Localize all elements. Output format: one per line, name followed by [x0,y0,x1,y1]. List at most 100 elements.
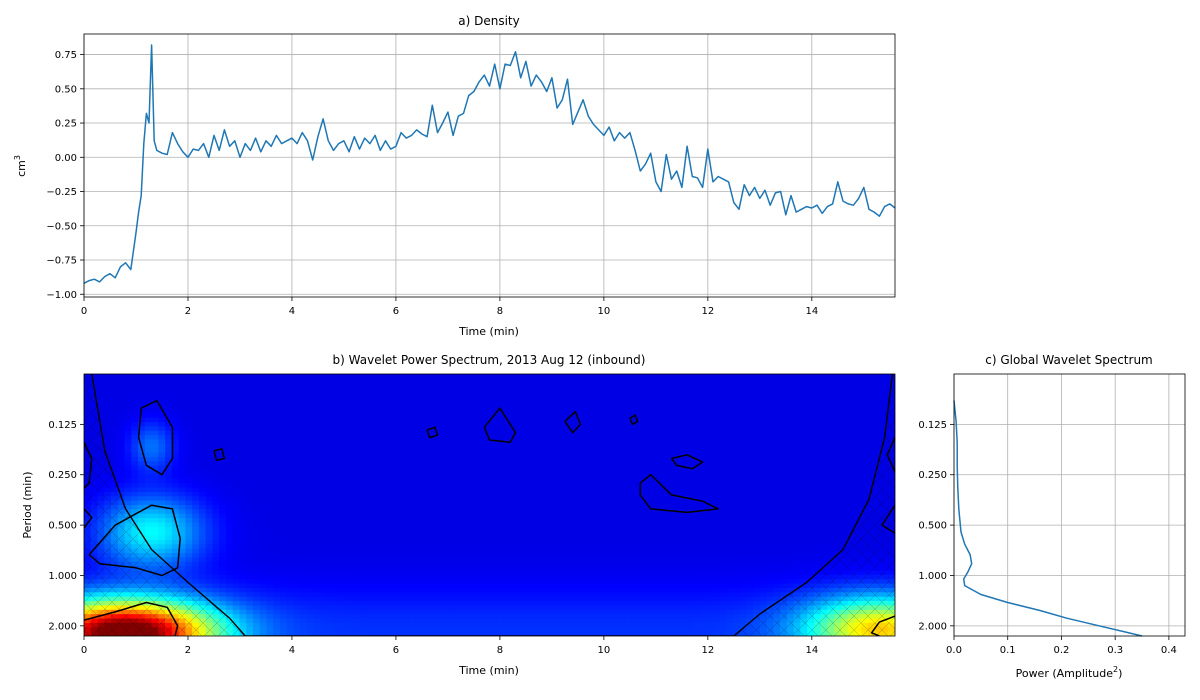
heatmap-cell [732,483,741,489]
heatmap-cell [746,417,754,423]
heatmap-cell [813,448,822,454]
heatmap-cell [300,509,308,515]
heatmap-cell [307,491,315,497]
heatmap-cell [165,456,173,462]
heatmap-cell [503,430,511,436]
heatmap-cell [631,456,639,462]
heatmap-cell [198,456,207,462]
heatmap-cell [739,465,747,471]
heatmap-cell [408,544,416,550]
heatmap-cell [205,500,214,506]
heatmap-cell [597,548,605,554]
heatmap-cell [516,548,524,554]
heatmap-cell [739,509,747,515]
heatmap-cell [773,430,781,436]
heatmap-cell [252,404,261,410]
heatmap-cell [415,491,423,497]
heatmap-cell [813,395,822,401]
heatmap-cell [158,531,166,537]
heatmap-cell [246,435,254,441]
heatmap-cell [144,387,153,393]
heatmap-cell [489,487,497,493]
heatmap-cell [354,522,362,528]
heatmap-cell [198,426,207,432]
heatmap-cell [604,417,612,423]
heatmap-cell [327,387,335,393]
heatmap-cell [867,391,876,397]
heatmap-cell [111,452,119,458]
heatmap-cell [394,526,403,532]
heatmap-cell [780,448,788,454]
heatmap-cell [354,426,362,432]
heatmap-cell [820,374,829,379]
heatmap-cell [273,509,281,515]
heatmap-cell [482,548,491,554]
heatmap-cell [800,531,808,537]
heatmap-cell [854,426,862,432]
heatmap-cell [300,408,308,414]
heatmap-cell [773,400,781,406]
heatmap-cell [726,544,734,550]
heatmap-cell [482,500,491,506]
heatmap-cell [807,430,815,436]
heatmap-cell [489,539,497,545]
heatmap-cell [597,483,605,489]
heatmap-cell [753,387,761,393]
heatmap-cell [401,443,409,449]
heatmap-cell [320,426,328,432]
heatmap-cell [374,548,382,554]
heatmap-cell [158,448,166,454]
heatmap-cell [732,487,741,493]
heatmap-cell [354,378,362,384]
heatmap-cell [496,483,504,489]
heatmap-cell [611,439,619,445]
heatmap-cell [746,426,754,432]
heatmap-cell [678,526,687,532]
heatmap-cell [232,522,241,528]
heatmap-cell [455,408,464,414]
heatmap-cell [442,496,450,502]
heatmap-cell [219,417,227,423]
heatmap-cell [469,509,477,515]
heatmap-cell [367,430,376,436]
heatmap-cell [503,400,511,406]
heatmap-cell [192,456,200,462]
heatmap-cell [198,548,207,554]
heatmap-cell [388,465,396,471]
heatmap-cell [503,404,511,410]
heatmap-cell [611,544,619,550]
heatmap-cell [232,500,241,506]
heatmap-cell [401,513,409,519]
heatmap-cell [503,395,511,401]
heatmap-cell [442,435,450,441]
heatmap-cell [367,435,376,441]
heatmap-cell [793,439,801,445]
heatmap-cell [489,404,497,410]
heatmap-cell [536,487,545,493]
heatmap-cell [509,539,518,545]
heatmap-cell [590,374,599,379]
heatmap-cell [570,465,578,471]
heatmap-cell [496,491,504,497]
heatmap-cell [435,456,443,462]
heatmap-cell [347,426,355,432]
heatmap-cell [739,374,747,379]
density-y-tick-label: 0.50 [55,84,77,95]
heatmap-cell [293,374,301,379]
heatmap-cell [361,435,369,441]
heatmap-cell [773,474,781,480]
heatmap-cell [307,496,315,502]
heatmap-cell [361,387,369,393]
heatmap-cell [800,395,808,401]
heatmap-cell [692,518,700,524]
heatmap-cell [219,535,227,541]
heatmap-cell [408,452,416,458]
heatmap-cell [840,539,849,545]
heatmap-cell [198,452,207,458]
heatmap-cell [793,509,801,515]
heatmap-cell [293,426,301,432]
heatmap-cell [117,439,126,445]
heatmap-cell [658,400,666,406]
heatmap-cell [550,435,558,441]
heatmap-cell [347,422,355,427]
